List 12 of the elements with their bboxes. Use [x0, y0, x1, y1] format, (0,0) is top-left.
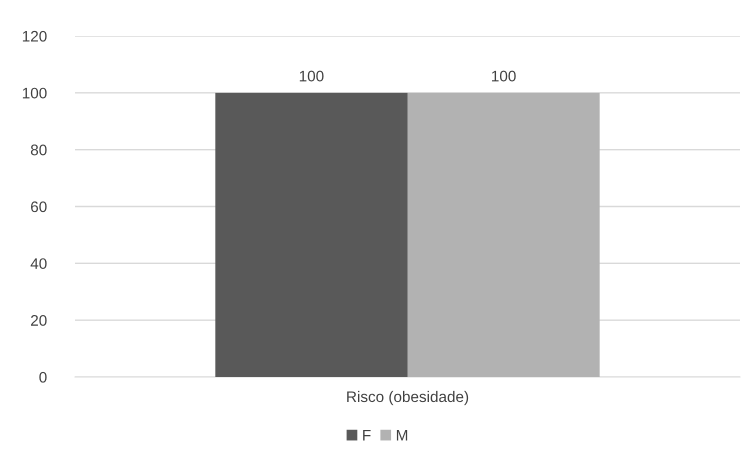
data-label: 100 — [300, 70, 324, 82]
y-tick-label: 0 — [39, 372, 47, 383]
y-tick-label: 60 — [31, 201, 47, 212]
y-tick-label: 20 — [31, 315, 47, 326]
x-tick-label: Risco (obesidade) — [347, 390, 468, 406]
y-tick-label: 100 — [22, 88, 47, 99]
legend-label: M — [396, 430, 408, 440]
y-tick-label: 80 — [30, 144, 47, 156]
y-tick-label: 120 — [22, 30, 47, 42]
y-tick-label: 40 — [30, 258, 47, 270]
data-label: 100 — [492, 70, 516, 82]
legend-label: F — [363, 430, 371, 440]
